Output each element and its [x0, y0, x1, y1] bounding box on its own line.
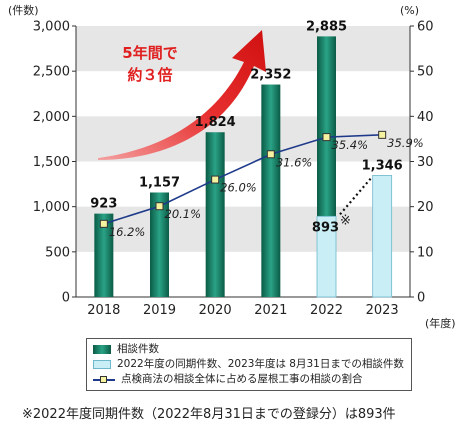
- bar-value-label: 1,157: [139, 175, 180, 190]
- ratio-marker: [211, 175, 220, 184]
- bar-consultations: [150, 192, 169, 297]
- y-tick-label: 0: [62, 291, 70, 306]
- bar-value-label: 1,824: [195, 115, 236, 130]
- y2-tick-label: 20: [417, 200, 434, 215]
- x-axis-label: (年度): [425, 316, 456, 330]
- x-tick-label: 2019: [143, 303, 176, 318]
- bar-value-label: 893: [312, 220, 339, 235]
- x-tick-label: 2021: [254, 303, 287, 318]
- y2-tick-label: 30: [417, 155, 434, 170]
- y-tick-label: 3,000: [33, 20, 70, 35]
- y-tick-label: 2,500: [33, 65, 70, 80]
- legend-label: 点検商法の相談全体に占める屋根工事の相談の割合: [121, 373, 363, 385]
- bar-value-label: 2,885: [306, 19, 347, 34]
- asterisk-mark: ※: [340, 213, 351, 228]
- annotation-text: 約３倍: [127, 66, 172, 84]
- annotation-text: 5年間で: [122, 44, 177, 62]
- ratio-value-label: 16.2%: [109, 225, 146, 239]
- chart: 0 500 1,000 1,500 2,000 2,500 3,000 0 10 20 30 40 50…: [8, 4, 456, 330]
- ratio-value-label: 26.0%: [220, 181, 257, 195]
- bars: [94, 36, 393, 298]
- legend-label: 2022年度の同期件数、2023年度は 8月31日までの相談件数: [117, 358, 404, 370]
- y2-axis-label: (%): [400, 4, 419, 17]
- ratio-polyline: [103, 134, 383, 225]
- legend-swatch-light: [93, 360, 111, 369]
- y2-tick-label: 0: [417, 291, 425, 306]
- y-axis-label: (件数): [8, 4, 39, 17]
- x-tick-label: 2023: [366, 303, 399, 318]
- legend-swatch-green: [93, 345, 111, 354]
- bar-value-label: 923: [90, 197, 117, 212]
- y-tick-label: 2,000: [33, 110, 70, 125]
- y2-tick-label: 60: [417, 20, 434, 35]
- y2-tick-label: 50: [417, 65, 434, 80]
- legend-label: 相談件数: [117, 343, 159, 355]
- bar-value-label: 1,346: [362, 158, 403, 173]
- data-labels: 923 1,157 1,824 2,352 2,885 1,346 893 ※: [90, 19, 402, 235]
- bar-value-label: 2,352: [250, 68, 291, 83]
- axes: 0 500 1,000 1,500 2,000 2,500 3,000 0 10 20 30 40 50…: [33, 20, 434, 319]
- x-tick-label: 2022: [310, 303, 343, 318]
- bar-consultations: [205, 132, 225, 297]
- bar-consultations: [94, 213, 114, 297]
- ratio-value-label: 20.1%: [165, 207, 202, 221]
- ratio-marker: [322, 133, 331, 142]
- legend-item-consultations: 相談件数: [93, 342, 405, 357]
- legend-swatch-line: [93, 375, 115, 384]
- y2-tick-label: 40: [417, 110, 434, 125]
- bar-consultations: [261, 84, 281, 297]
- y-tick-label: 1,000: [33, 200, 70, 215]
- x-tick-label: 2018: [87, 303, 120, 318]
- ratio-marker: [378, 130, 387, 139]
- legend-item-same-period: 2022年度の同期件数、2023年度は 8月31日までの相談件数: [93, 357, 405, 372]
- y2-tick-label: 10: [417, 245, 434, 260]
- grid-bands: [76, 26, 410, 252]
- y-tick-label: 1,500: [33, 155, 70, 170]
- bar-same-period: [372, 175, 393, 298]
- footnote: ※2022年度同期件数（2022年8月31日までの登録分）は893件: [22, 407, 396, 422]
- y-tick-label: 500: [45, 245, 70, 260]
- ratio-marker: [266, 150, 275, 159]
- ratio-marker: [99, 219, 108, 228]
- arrow-shape: [98, 30, 266, 160]
- legend: 相談件数 2022年度の同期件数、2023年度は 8月31日までの相談件数 点検…: [86, 338, 412, 391]
- bar-same-period: [316, 215, 337, 298]
- comparison-connector: [339, 176, 373, 216]
- ratio-value-label: 35.9%: [387, 136, 424, 150]
- ratio-marker: [155, 202, 164, 211]
- legend-item-ratio: 点検商法の相談全体に占める屋根工事の相談の割合: [93, 372, 405, 387]
- x-tick-label: 2020: [199, 303, 232, 318]
- ratio-value-label: 31.6%: [276, 155, 313, 169]
- ratio-line: 16.2% 20.1% 26.0% 31.6% 35.4% 35.9%: [99, 130, 424, 239]
- ratio-value-label: 35.4%: [332, 138, 369, 152]
